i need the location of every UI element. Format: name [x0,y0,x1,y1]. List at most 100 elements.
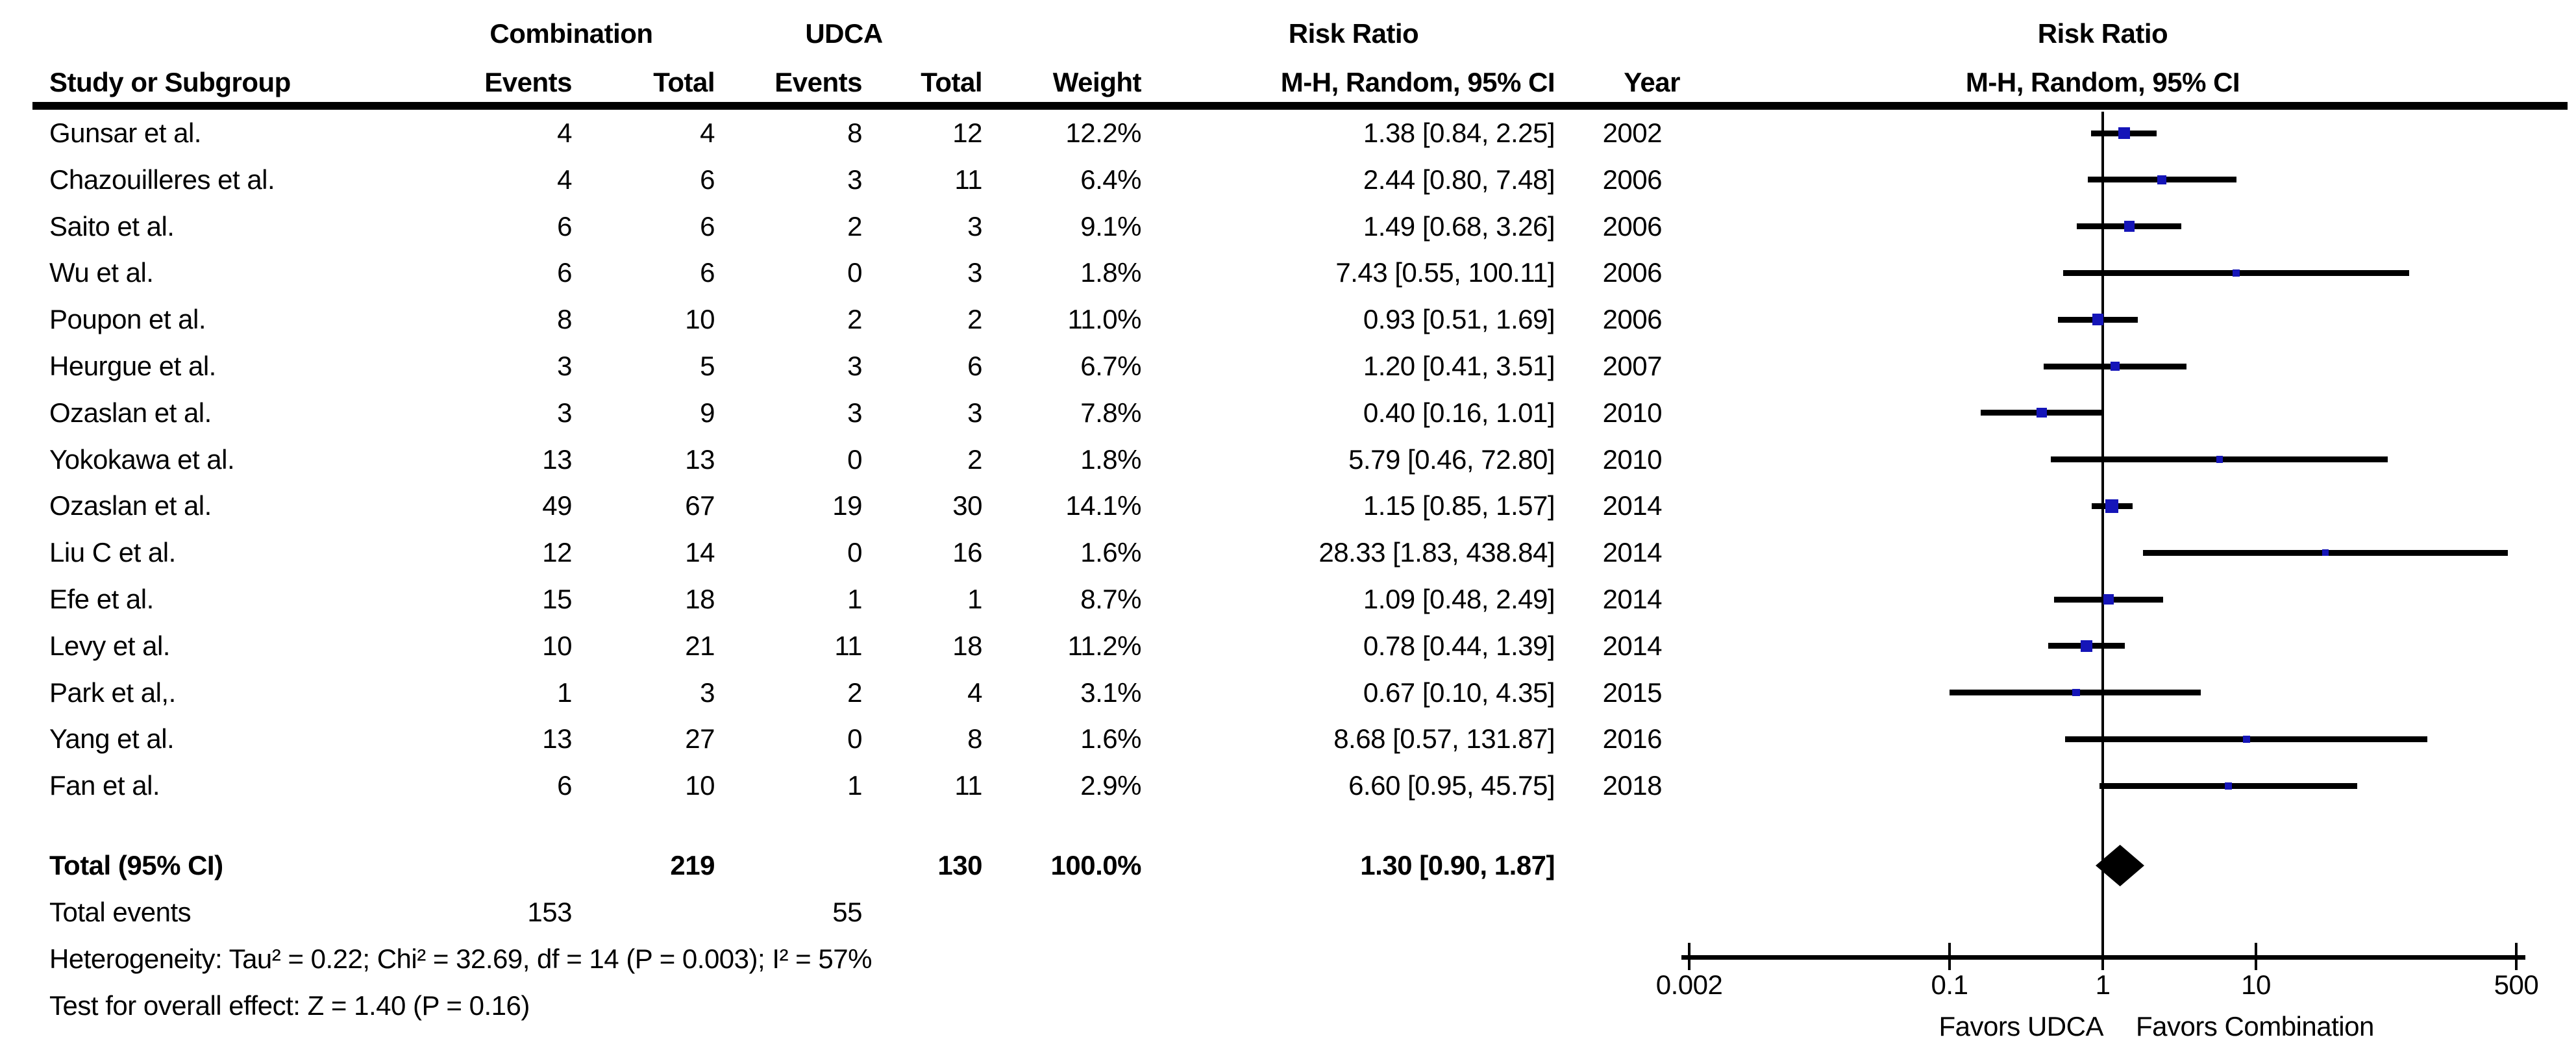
summary-diamond [2096,845,2145,886]
comb-events-cell: 1 [557,677,572,708]
year-cell: 2018 [1602,770,1663,801]
study-name-cell: Saito et al. [49,210,175,242]
effect-marker [2037,408,2047,418]
comb-events-cell: 15 [542,584,572,614]
udca-total-cell: 4 [967,677,982,708]
udca-total-cell: 12 [952,118,982,148]
col-header-year: Year [1624,67,1680,97]
axis-tick [2514,943,2518,970]
comb-total-cell: 13 [685,443,715,475]
weight-cell: 3.1% [1080,677,1141,708]
comb-total-cell: 14 [685,537,715,568]
udca-events-cell: 11 [834,630,862,661]
udca-total-cell: 1 [967,584,982,614]
udca-events-cell: 0 [847,257,862,288]
favors-right-label: Favors Combination [2136,1011,2374,1042]
udca-events-cell: 3 [847,351,862,381]
study-name-cell: Wu et al. [49,257,154,288]
weight-cell: 9.1% [1080,210,1141,242]
year-cell: 2015 [1602,677,1663,708]
weight-cell: 11.2% [1067,630,1142,661]
overall-effect-text: Test for overall effect: Z = 1.40 (P = 0… [49,990,530,1021]
total-risk-ratio-ci: 1.30 [0.90, 1.87] [1360,850,1555,880]
risk-ratio-ci-cell: 1.09 [0.48, 2.49] [1363,584,1555,614]
col-header-study: Study or Subgroup [49,67,291,97]
weight-cell: 1.8% [1080,443,1141,475]
effect-marker [2124,221,2135,232]
axis-tick-label: 10 [2241,969,2271,1000]
udca-total-cell: 30 [952,490,982,521]
comb-total-cell: 6 [700,257,715,288]
comb-total-cell: 3 [700,677,715,708]
study-name-cell: Chazouilleres et al. [49,164,275,195]
comb-events-cell: 10 [542,630,572,661]
risk-ratio-ci-cell: 5.79 [0.46, 72.80] [1348,443,1555,475]
axis-tick [1948,943,1951,970]
risk-ratio-ci-cell: 0.78 [0.44, 1.39] [1363,630,1555,661]
weight-cell: 6.7% [1080,351,1141,381]
study-name-cell: Efe et al. [49,584,154,614]
weight-cell: 1.6% [1080,537,1141,568]
udca-total-cell: 3 [967,257,982,288]
comb-events-cell: 49 [542,490,572,521]
axis-tick [2255,943,2257,970]
comb-events-cell: 3 [557,397,572,428]
axis-tick-label: 500 [2494,969,2539,1000]
favors-left-label: Favors UDCA [1938,1011,2103,1042]
year-cell: 2006 [1602,257,1663,288]
axis-tick-label: 1 [2095,969,2111,1000]
total-events-label: Total events [49,897,192,927]
year-cell: 2006 [1602,164,1663,195]
comb-total-cell: 9 [700,397,715,428]
plot-header-risk-ratio: Risk Ratio [2037,18,2168,49]
year-cell: 2014 [1602,630,1663,661]
comb-events-cell: 3 [557,351,572,381]
comb-events-cell: 6 [557,257,572,288]
header-rule [32,102,2568,110]
study-name-cell: Gunsar et al. [49,118,201,148]
udca-total-cell: 2 [967,304,982,335]
study-name-cell: Park et al,. [49,677,176,708]
comb-total-cell: 6 [700,164,715,195]
year-cell: 2010 [1602,443,1663,475]
comb-total-cell: 6 [700,210,715,242]
udca-total-cell: 3 [967,397,982,428]
effect-marker [2080,640,2092,652]
risk-ratio-ci-cell: 0.93 [0.51, 1.69] [1363,304,1555,335]
weight-cell: 2.9% [1080,770,1141,801]
risk-ratio-ci-cell: 1.15 [0.85, 1.57] [1363,490,1555,521]
risk-ratio-ci-cell: 28.33 [1.83, 438.84] [1319,537,1555,568]
udca-total-cell: 2 [967,443,982,475]
total-events-udca: 55 [832,897,862,927]
effect-marker [2118,127,2131,140]
year-cell: 2007 [1602,351,1663,381]
risk-ratio-ci-cell: 8.68 [0.57, 131.87] [1333,723,1555,755]
col-header-risk-ratio-ci: M-H, Random, 95% CI [1280,67,1555,97]
comb-total-cell: 27 [685,723,715,755]
effect-marker [2322,549,2329,556]
comb-events-cell: 4 [557,118,572,148]
year-cell: 2006 [1602,304,1663,335]
weight-cell: 7.8% [1080,397,1141,428]
year-cell: 2014 [1602,490,1663,521]
study-name-cell: Ozaslan et al. [49,397,212,428]
weight-cell: 8.7% [1080,584,1141,614]
udca-events-cell: 2 [847,210,862,242]
plot-header-method: M-H, Random, 95% CI [1965,67,2240,97]
total-comb-total: 219 [670,850,715,880]
comb-events-cell: 6 [557,770,572,801]
udca-events-cell: 2 [847,304,862,335]
total-weight: 100.0% [1050,850,1142,880]
comb-total-cell: 5 [700,351,715,381]
col-header-comb-total: Total [653,67,715,97]
risk-ratio-ci-cell: 0.40 [0.16, 1.01] [1363,397,1555,428]
comb-total-cell: 18 [685,584,715,614]
comb-events-cell: 13 [542,443,572,475]
year-cell: 2014 [1602,537,1663,568]
year-cell: 2006 [1602,210,1663,242]
risk-ratio-ci-cell: 6.60 [0.95, 45.75] [1348,770,1555,801]
udca-events-cell: 0 [847,537,862,568]
weight-cell: 11.0% [1067,304,1142,335]
weight-cell: 6.4% [1080,164,1141,195]
